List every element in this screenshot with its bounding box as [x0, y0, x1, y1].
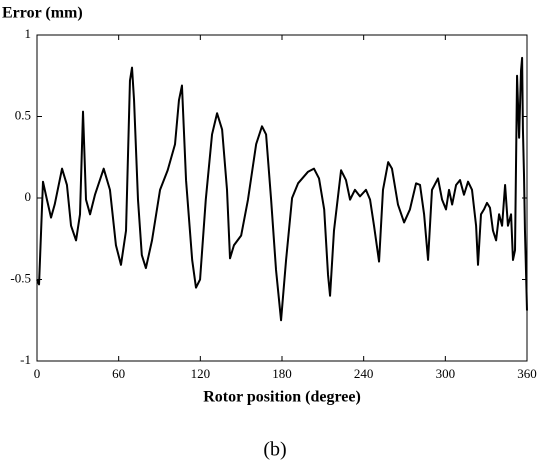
y-tick-label: 0 — [25, 189, 32, 204]
y-tick-label: -1 — [20, 352, 31, 367]
x-tick-label: 120 — [191, 366, 211, 381]
y-tick-label: 1 — [25, 26, 32, 41]
x-axis-label: Rotor position (degree) — [203, 389, 361, 406]
x-tick-label: 360 — [517, 366, 537, 381]
y-tick-label: 0.5 — [15, 107, 31, 122]
x-tick-label: 300 — [436, 366, 456, 381]
y-tick-label: -0.5 — [10, 270, 31, 285]
x-tick-label: 240 — [354, 366, 374, 381]
x-tick-label: 60 — [112, 366, 125, 381]
x-tick-label: 180 — [272, 366, 292, 381]
caption: (b) — [263, 439, 286, 461]
line — [36, 56, 528, 322]
y-axis-label: Error (mm) — [2, 5, 83, 22]
x-tick-label: 0 — [34, 366, 41, 381]
